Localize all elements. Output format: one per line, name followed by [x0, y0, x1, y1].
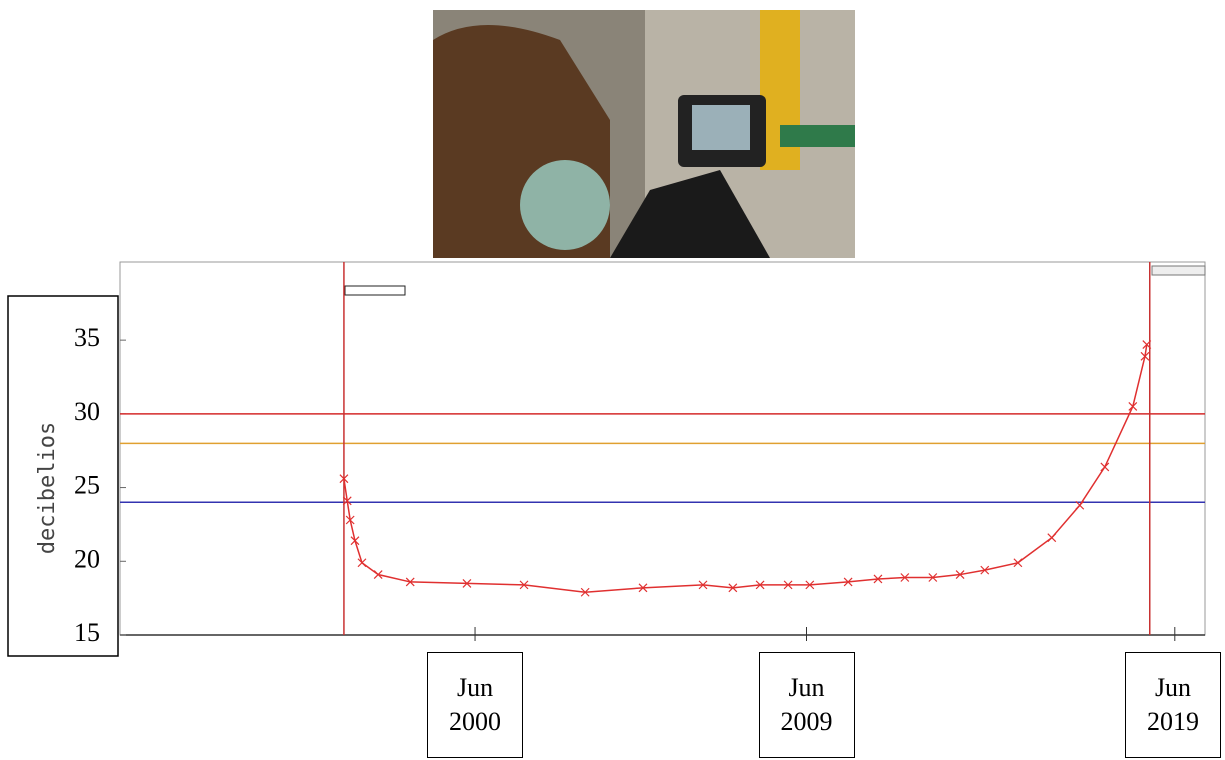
- data-point: [980, 565, 990, 575]
- x-tick-label: Jun 2009: [758, 652, 855, 758]
- x-tick-label: Jun 2019: [1125, 652, 1221, 758]
- data-point: [873, 574, 883, 584]
- data-point: [345, 515, 355, 525]
- data-point: [843, 577, 853, 587]
- data-point: [900, 573, 910, 582]
- data-point: [342, 496, 352, 506]
- data-point: [405, 577, 415, 587]
- data-point: [373, 570, 383, 579]
- data-point: [928, 573, 938, 582]
- data-line: [343, 344, 1148, 593]
- data-point: [1140, 351, 1150, 361]
- plot-frame: [119, 261, 1206, 636]
- data-point: [339, 474, 349, 484]
- y-tick-label: 35: [74, 323, 100, 352]
- y-axis-label: decibelios: [35, 422, 60, 554]
- data-point: [698, 580, 708, 590]
- y-tick-label: 20: [74, 544, 100, 573]
- data-point: [580, 587, 590, 597]
- y-tick-label: 15: [74, 618, 100, 647]
- marker-tag: [344, 285, 406, 296]
- data-point: [357, 558, 367, 568]
- y-label-box: [7, 295, 119, 657]
- data-point: [728, 583, 738, 593]
- data-point: [955, 570, 965, 579]
- plot: [120, 262, 1205, 641]
- data-point: [1100, 462, 1110, 472]
- data-point: [805, 580, 815, 590]
- data-point: [638, 583, 648, 593]
- data-point: [1128, 402, 1138, 411]
- data-point: [519, 580, 529, 590]
- x-tick-label: Jun 2000: [427, 652, 524, 758]
- data-point: [1075, 500, 1085, 510]
- y-tick-label: 25: [74, 471, 100, 500]
- y-tick-label: 30: [74, 397, 100, 426]
- data-point: [1047, 533, 1057, 543]
- data-point: [462, 578, 472, 588]
- data-point: [1013, 558, 1023, 568]
- data-point: [755, 580, 765, 590]
- data-point: [350, 536, 360, 546]
- marker-tag: [1151, 265, 1206, 276]
- photo: [433, 10, 855, 258]
- data-point: [783, 580, 793, 590]
- y-labels: 15 20 25 30 35: [74, 323, 100, 647]
- data-point: [1142, 340, 1152, 349]
